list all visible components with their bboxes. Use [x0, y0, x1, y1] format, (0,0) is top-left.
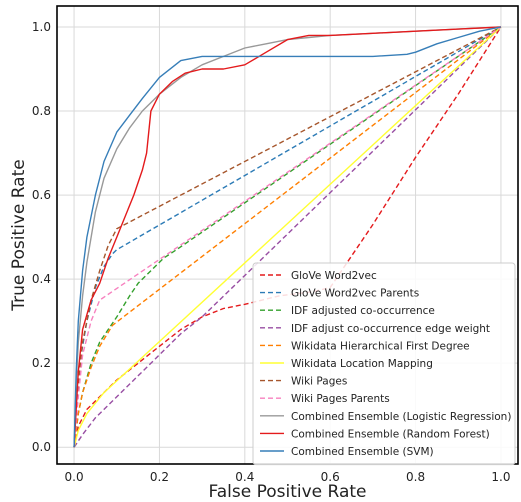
- x-tick-label: 0.4: [235, 470, 254, 484]
- series-line-3: [73, 26, 502, 448]
- series-line-4: [73, 26, 502, 448]
- legend-entry-label: Wiki Pages: [291, 376, 347, 388]
- x-axis-ticks: 0.0 0.2 0.4 0.6 0.8 1.0: [65, 470, 511, 484]
- legend: GloVe Word2vec GloVe Word2vec Parents IDF …: [252, 262, 516, 466]
- series-line-5: [73, 26, 502, 448]
- x-tick-label: 0.2: [150, 470, 169, 484]
- legend-entry-label: Combined Ensemble (Logistic Regression): [291, 411, 511, 423]
- series-line-9: [73, 26, 501, 448]
- x-tick-label: 0.0: [65, 470, 84, 484]
- y-axis-label: True Positive Rate: [9, 159, 29, 311]
- y-tick-label: 0.4: [32, 272, 51, 286]
- legend-entry-label: GloVe Word2vec: [291, 270, 377, 282]
- series-line-2: [73, 26, 502, 448]
- legend-entry-label: IDF adjusted co-occurrence: [291, 305, 435, 317]
- x-tick-label: 1.0: [491, 470, 510, 484]
- y-tick-label: 1.0: [32, 20, 51, 34]
- legend-entry-label: Combined Ensemble (SVM): [291, 446, 434, 458]
- x-axis-label: False Positive Rate: [209, 482, 367, 502]
- x-tick-label: 0.6: [321, 470, 340, 484]
- legend-box: [252, 262, 516, 466]
- legend-entry-label: GloVe Word2vec Parents: [291, 288, 419, 300]
- y-axis-ticks: 0.0 0.2 0.4 0.6 0.8 1.0: [32, 20, 51, 454]
- series-line-10: [73, 26, 502, 448]
- y-tick-label: 0.6: [32, 188, 51, 202]
- legend-entry-label: Wiki Pages Parents: [291, 393, 390, 405]
- series-line-7: [73, 26, 502, 448]
- legend-entry-label: Combined Ensemble (Random Forest): [291, 428, 490, 440]
- series-line-0: [73, 26, 502, 448]
- legend-entry-label: Wikidata Hierarchical First Degree: [291, 340, 470, 352]
- legend-entry-label: IDF adjust co-occurrence edge weight: [291, 323, 490, 335]
- y-tick-label: 0.0: [32, 440, 51, 454]
- x-tick-label: 0.8: [406, 470, 425, 484]
- series-line-6: [73, 26, 502, 448]
- y-tick-label: 0.2: [32, 356, 51, 370]
- series-lines: [73, 26, 502, 448]
- y-tick-label: 0.8: [32, 104, 51, 118]
- legend-entry-label: Wikidata Location Mapping: [291, 358, 433, 370]
